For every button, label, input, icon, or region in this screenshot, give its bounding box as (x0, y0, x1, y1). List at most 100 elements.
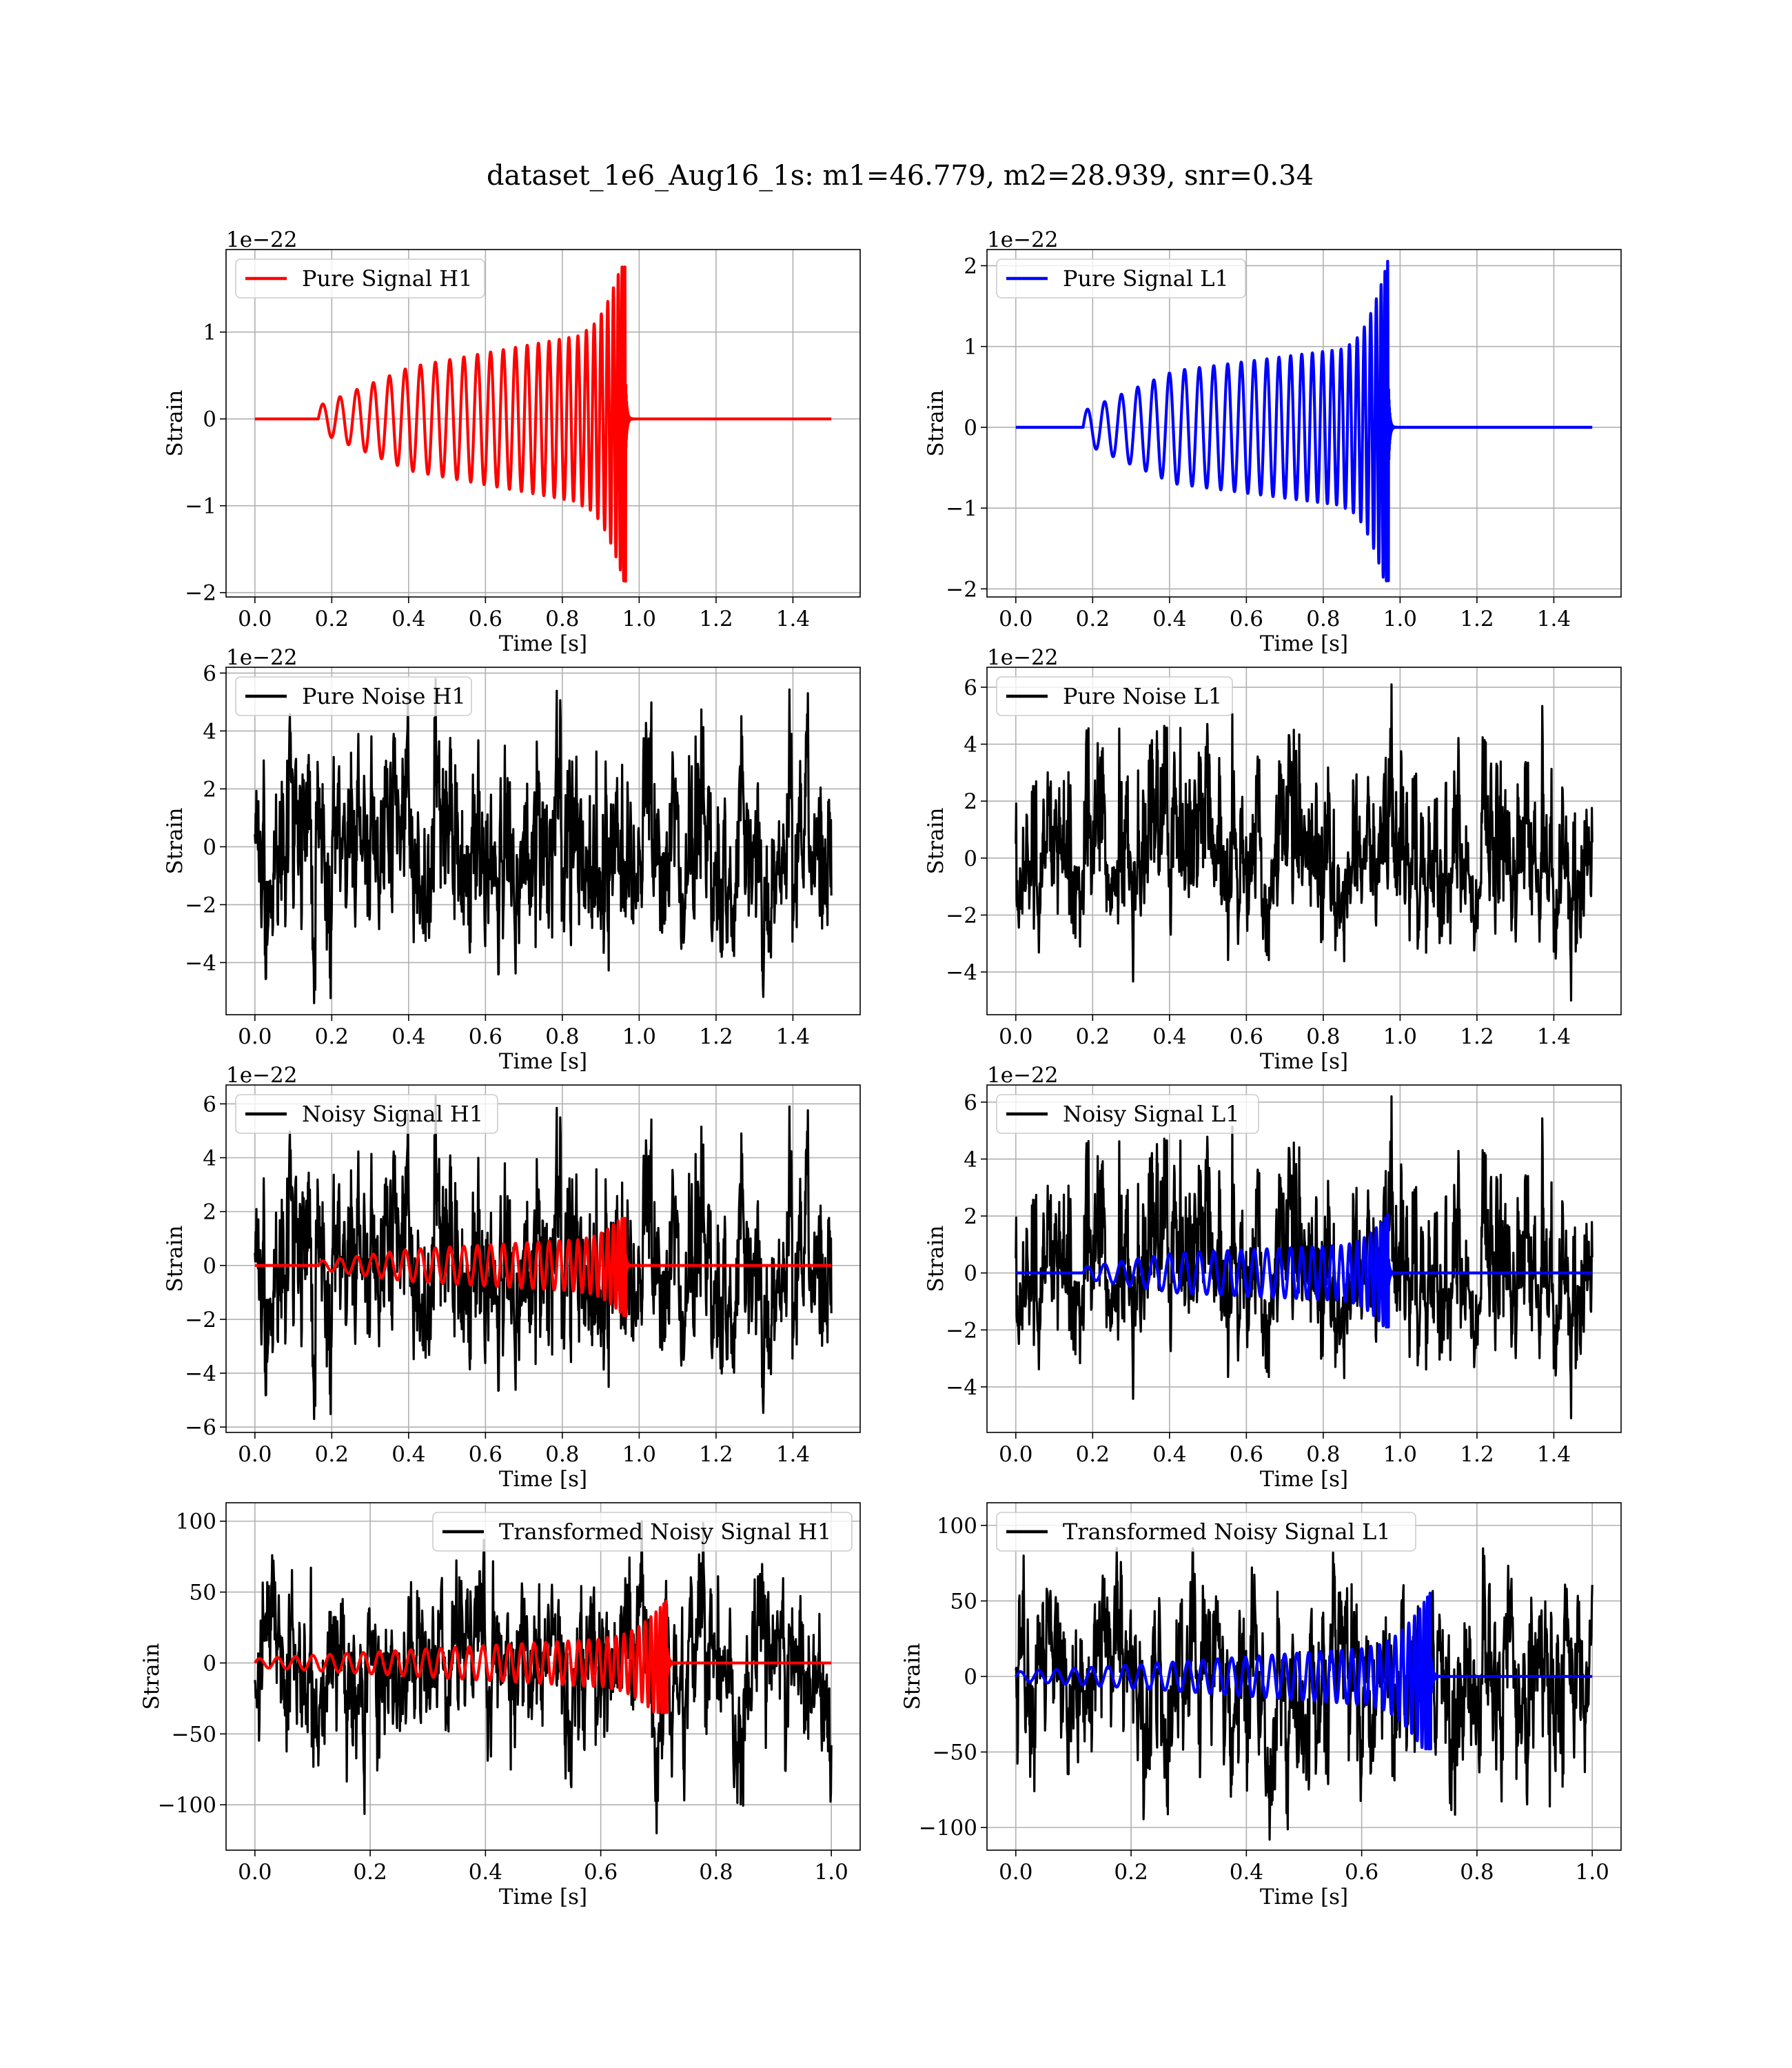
subplot-pure-signal-l1: 0.0 0.2 0.4 0.6 0.8 1.0 1.2 1.4 −2 −1 0 1 2 Time [s] S… (924, 227, 1622, 656)
x-tick-label: 0.6 (1230, 1024, 1263, 1049)
x-tick-label: 1.2 (699, 1442, 733, 1467)
y-tick-label: −2 (946, 903, 977, 928)
y-tick-label: 2 (964, 254, 977, 278)
subplot-transformed-noisy-signal-l1: 0.0 0.2 0.4 0.6 0.8 1.0 −100 −50 0 50 100 Time [s] S… (900, 1502, 1622, 1909)
y-tick-label: −2 (946, 1318, 977, 1343)
series-line-noisy-signal-h1 (254, 1095, 833, 1421)
plot-frame (225, 249, 861, 598)
y-tick-label: 0 (964, 847, 977, 871)
y-tick-label: −1 (185, 494, 216, 519)
legend: Noisy Signal H1 (235, 1094, 498, 1134)
x-tick-label: 0.8 (1306, 607, 1340, 631)
y-offset-text: 1e−22 (226, 1063, 298, 1088)
y-tick-label: −50 (172, 1722, 216, 1747)
y-tick-label: 4 (203, 719, 216, 744)
legend: Pure Noise H1 (235, 676, 472, 716)
y-tick-label: 0 (203, 407, 216, 432)
legend-frame (235, 676, 472, 716)
x-tick-label: 0.0 (238, 1860, 272, 1885)
y-tick-label: −1 (946, 496, 977, 521)
series-line-pure-signal-l1 (1015, 1213, 1593, 1329)
y-tick-label: 50 (950, 1589, 977, 1614)
subplot-noisy-signal-h1: 0.0 0.2 0.4 0.6 0.8 1.0 1.2 1.4 −6 −4 −2 0 2 4 6 Time [… (163, 1063, 861, 1492)
x-tick-label: 0.4 (1152, 1442, 1186, 1467)
y-axis-label: Strain (924, 390, 948, 457)
y-tick-label: −4 (185, 951, 216, 975)
x-tick-label: 1.2 (699, 607, 733, 631)
x-tick-label: 0.2 (1076, 607, 1110, 631)
subplot-pure-signal-h1: 0.0 0.2 0.4 0.6 0.8 1.0 1.2 1.4 −2 −1 0 1 Time [s] St… (163, 227, 861, 656)
legend-frame (432, 1512, 853, 1552)
y-tick-label: −100 (158, 1793, 216, 1818)
y-tick-label: −6 (185, 1415, 216, 1440)
y-tick-label: −50 (933, 1741, 977, 1765)
x-tick-label: 1.0 (1576, 1860, 1609, 1885)
series-group (1015, 259, 1593, 582)
x-tick-label: 0.8 (1306, 1024, 1340, 1049)
y-axis-label: Strain (163, 1226, 187, 1292)
legend: Transformed Noisy Signal L1 (996, 1512, 1416, 1552)
y-tick-label: 6 (203, 661, 216, 686)
legend-frame (996, 258, 1246, 298)
y-tick-label: 2 (203, 777, 216, 802)
y-tick-label: 100 (176, 1510, 216, 1534)
series-group (1015, 1095, 1594, 1419)
legend-frame (996, 676, 1233, 716)
y-tick-label: −2 (185, 893, 216, 918)
y-offset-text: 1e−22 (987, 227, 1059, 252)
x-tick-label: 0.0 (999, 1024, 1032, 1049)
series-group (254, 678, 833, 1004)
x-tick-label: 1.2 (1460, 1024, 1494, 1049)
series-line-transformed-signal-l1 (1014, 1591, 1593, 1751)
legend: Pure Noise L1 (996, 676, 1233, 716)
y-tick-label: −2 (185, 581, 216, 606)
x-tick-label: 0.4 (391, 607, 425, 631)
series-group (1014, 1547, 1594, 1841)
y-offset-text: 1e−22 (226, 227, 298, 252)
x-tick-label: 1.0 (622, 607, 656, 631)
x-tick-label: 0.8 (1306, 1442, 1340, 1467)
y-offset-text: 1e−22 (987, 1063, 1059, 1088)
series-group (253, 1520, 833, 1834)
y-tick-label: −4 (946, 1375, 977, 1400)
legend: Pure Signal L1 (996, 258, 1246, 298)
series-line-pure-signal-h1 (254, 1217, 832, 1317)
x-tick-label: 1.0 (1383, 1442, 1417, 1467)
legend-label: Pure Noise L1 (1063, 683, 1222, 709)
subplot-noisy-signal-l1: 0.0 0.2 0.4 0.6 0.8 1.0 1.2 1.4 −4 −2 0 2 4 6 Time [s]… (924, 1063, 1622, 1492)
y-tick-label: 4 (964, 733, 977, 758)
x-tick-label: 1.0 (815, 1860, 848, 1885)
x-tick-label: 0.8 (545, 1024, 579, 1049)
y-tick-label: 2 (964, 1204, 977, 1229)
plot-frame (225, 1084, 861, 1433)
x-tick-label: 0.8 (1460, 1860, 1494, 1885)
x-tick-label: 0.4 (1152, 607, 1186, 631)
x-tick-label: 1.4 (1537, 607, 1571, 631)
x-tick-label: 0.8 (545, 607, 579, 631)
y-tick-label: −4 (185, 1361, 216, 1386)
y-axis-label: Strain (163, 808, 187, 875)
y-tick-label: 0 (203, 1651, 216, 1676)
y-tick-label: −2 (946, 577, 977, 602)
x-tick-label: 1.0 (1383, 607, 1417, 631)
plot-frame (986, 667, 1622, 1015)
x-tick-label: 1.4 (1537, 1024, 1571, 1049)
legend-label: Transformed Noisy Signal H1 (499, 1519, 831, 1545)
x-tick-label: 1.4 (776, 607, 810, 631)
x-tick-label: 1.2 (1460, 1442, 1494, 1467)
x-tick-label: 1.4 (776, 1442, 810, 1467)
x-tick-label: 0.2 (315, 1442, 349, 1467)
x-tick-label: 0.6 (469, 1442, 502, 1467)
x-axis-label: Time [s] (1260, 1467, 1348, 1492)
x-axis-label: Time [s] (499, 1885, 587, 1909)
x-tick-label: 0.6 (584, 1860, 618, 1885)
y-tick-label: 2 (964, 789, 977, 814)
y-axis-label: Strain (139, 1643, 164, 1710)
x-axis-label: Time [s] (499, 1049, 587, 1074)
legend-label: Pure Signal H1 (302, 265, 473, 292)
x-tick-label: 0.6 (469, 607, 502, 631)
x-axis-label: Time [s] (1260, 1049, 1348, 1074)
y-axis-label: Strain (924, 1226, 948, 1292)
y-tick-label: 0 (964, 1665, 977, 1690)
